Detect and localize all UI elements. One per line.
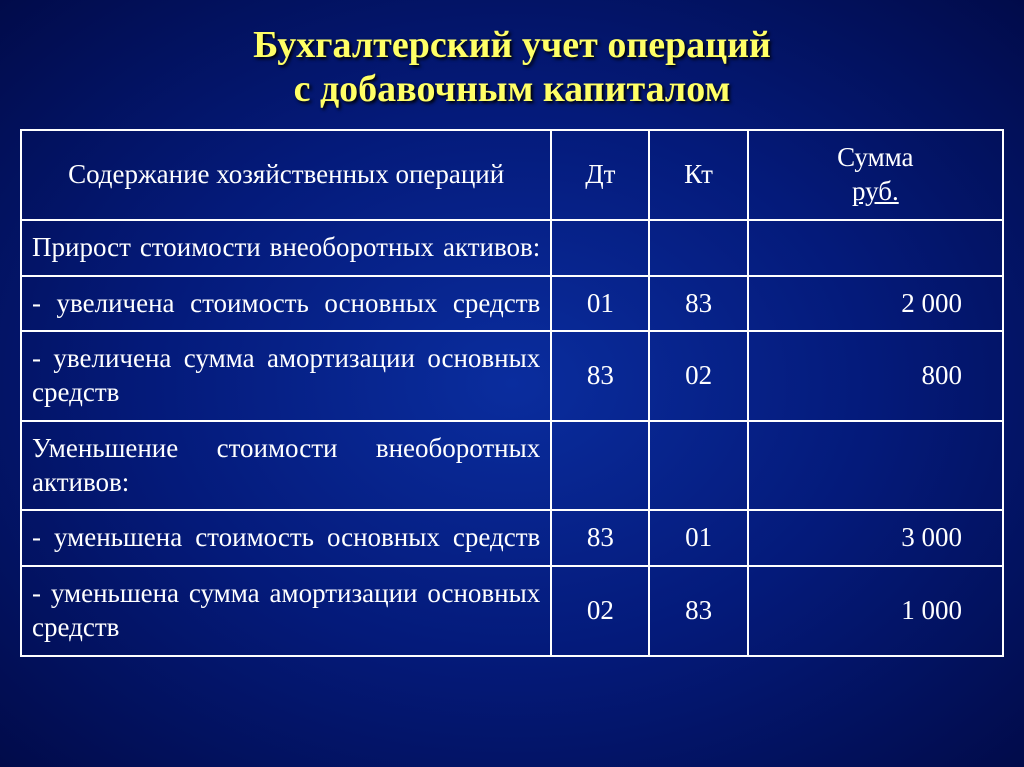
row-dt: 01 [551,276,649,332]
row-sum: 3 000 [748,510,1003,566]
slide: Бухгалтерский учет операций с добавочным… [0,0,1024,767]
header-sum-label: Сумма [837,142,913,172]
table-row: - уменьшена стоимость основных средств 8… [21,510,1003,566]
table-row: Прирост стоимости внеоборотных активов: [21,220,1003,276]
row-dt: 83 [551,331,649,421]
row-text: - уменьшена стоимость основных средств [21,510,551,566]
table-row: - увеличена сумма амортизации основных с… [21,331,1003,421]
table-row: Уменьшение стоимости внеоборотных активо… [21,421,1003,511]
table-row: - уменьшена сумма амортизации основных с… [21,566,1003,656]
row-text: - уменьшена сумма амортизации основных с… [21,566,551,656]
table-row: - увеличена стоимость основных средств 0… [21,276,1003,332]
row-text: Прирост стоимости внеоборотных активов: [21,220,551,276]
row-text: - увеличена стоимость основных средств [21,276,551,332]
header-kt: Кт [649,130,747,220]
header-sum: Сумма руб. [748,130,1003,220]
row-kt [649,421,747,511]
row-sum [748,421,1003,511]
title-line-1: Бухгалтерский учет операций [253,24,771,66]
row-sum: 800 [748,331,1003,421]
row-sum: 2 000 [748,276,1003,332]
row-kt: 83 [649,566,747,656]
row-text: Уменьшение стоимости внеоборотных активо… [21,421,551,511]
row-dt: 83 [551,510,649,566]
table-header-row: Содержание хозяйственных операций Дт Кт … [21,130,1003,220]
title-line-2: с добавочным капиталом [294,68,731,110]
row-sum [748,220,1003,276]
row-dt [551,421,649,511]
row-kt [649,220,747,276]
row-sum: 1 000 [748,566,1003,656]
row-dt: 02 [551,566,649,656]
row-dt [551,220,649,276]
row-kt: 83 [649,276,747,332]
header-sum-unit: руб. [852,176,899,206]
row-text: - увеличена сумма амортизации основных с… [21,331,551,421]
row-kt: 01 [649,510,747,566]
row-kt: 02 [649,331,747,421]
header-dt: Дт [551,130,649,220]
accounting-table: Содержание хозяйственных операций Дт Кт … [20,129,1004,656]
header-operation: Содержание хозяйственных операций [21,130,551,220]
slide-title: Бухгалтерский учет операций с добавочным… [20,24,1004,111]
